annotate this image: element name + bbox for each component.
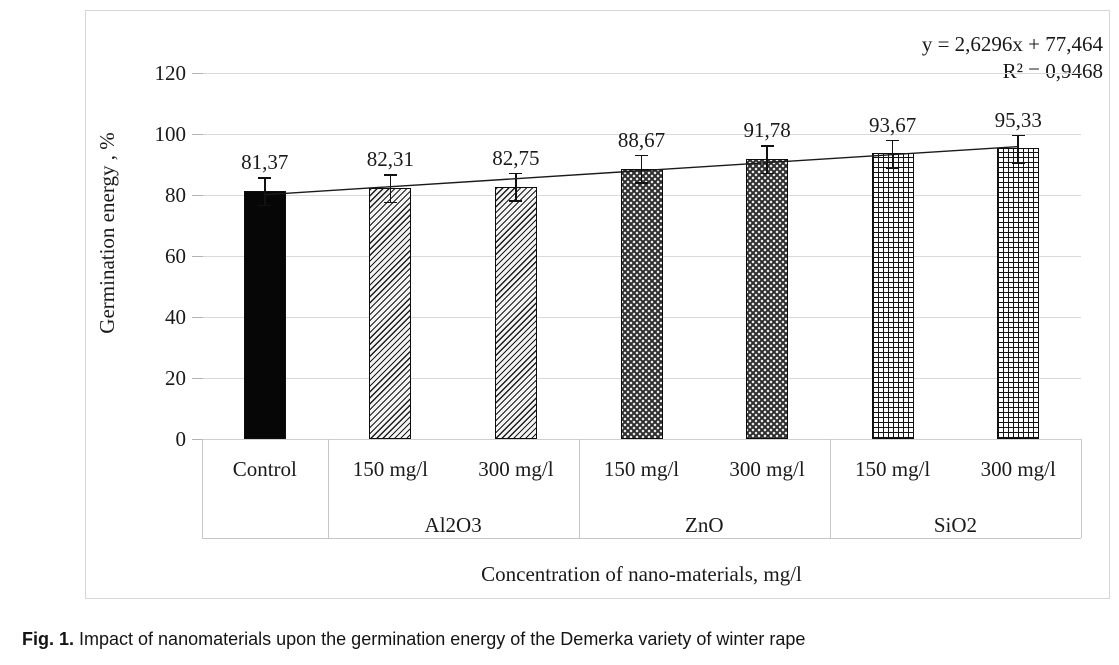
bar-value-label: 82,75 [492, 145, 540, 170]
trendline-equation: y = 2,6296x + 77,464 R² = 0,9468 [922, 31, 1103, 85]
chart-figure: y = 2,6296x + 77,464 R² = 0,9468 Germina… [85, 10, 1110, 599]
y-axis-tick [192, 378, 203, 379]
x-group-label: SiO2 [933, 513, 978, 537]
trendline-equation-line: y = 2,6296x + 77,464 [921, 32, 1103, 56]
table-divider [327, 439, 329, 538]
bar-value-label: 95,33 [994, 107, 1042, 132]
error-bar [1017, 134, 1019, 162]
x-group-label: Al2O3 [424, 513, 482, 537]
x-axis-title: Concentration of nano-materials, mg/l [481, 562, 802, 586]
error-bar [389, 174, 392, 202]
error-bar-cap-top [886, 139, 900, 142]
error-bar-cap-top [635, 154, 648, 157]
error-bar [766, 145, 768, 173]
y-axis-tick [192, 317, 203, 318]
gridline [202, 73, 1081, 74]
bar-value-label: 81,37 [241, 150, 289, 175]
trendline [264, 145, 1019, 196]
bar-150-mg-l-1 [369, 187, 412, 439]
error-bar-cap-bottom [886, 167, 900, 169]
error-bar [263, 177, 266, 205]
error-bar [515, 172, 517, 201]
y-tick-label: 100 [154, 122, 187, 146]
y-axis-tick [192, 195, 203, 196]
error-bar-cap-top [509, 172, 523, 175]
bar-300-mg-l-2 [494, 186, 537, 439]
bar-control-0 [243, 190, 286, 439]
y-axis-title: Germination energy , % [95, 132, 119, 334]
y-tick-label: 120 [154, 61, 187, 85]
y-tick-label: 0 [175, 427, 187, 451]
x-category-label: 150 mg/l [352, 457, 428, 481]
error-bar-cap-bottom [635, 182, 648, 184]
table-divider [578, 439, 580, 538]
trendline-r-squared: R² = 0,9468 [1002, 59, 1103, 83]
error-bar-cap-top [383, 174, 397, 176]
gridline [202, 134, 1081, 135]
bar-150-mg-l-5 [871, 153, 914, 439]
figure-caption-text: Impact of nanomaterials upon the germina… [74, 629, 806, 649]
error-bar-cap-top [760, 145, 774, 147]
table-bottom-border [202, 538, 1081, 539]
error-bar-cap-bottom [509, 200, 523, 202]
error-bar [891, 139, 894, 168]
axis-baseline [202, 439, 1081, 440]
x-category-label: 300 mg/l [980, 457, 1056, 481]
bar-value-label: 93,67 [869, 112, 917, 137]
x-category-label: 150 mg/l [603, 457, 680, 481]
error-bar-cap-bottom [383, 201, 397, 204]
bar-150-mg-l-3 [620, 168, 663, 439]
error-bar-cap-top [1011, 134, 1025, 137]
y-axis-tick [192, 256, 203, 257]
error-bar-cap-bottom [1011, 161, 1025, 164]
bar-value-label: 82,31 [366, 147, 414, 172]
error-bar-cap-top [258, 177, 272, 179]
bar-300-mg-l-4 [746, 159, 789, 439]
table-divider [202, 439, 203, 538]
x-group-label: ZnO [685, 513, 724, 537]
y-tick-label: 40 [165, 305, 186, 329]
error-bar [640, 154, 643, 183]
x-category-label: 300 mg/l [478, 457, 554, 481]
y-axis-tick [192, 134, 203, 135]
y-axis-tick [192, 73, 203, 74]
error-bar-cap-bottom [258, 204, 272, 207]
error-bar-cap-bottom [760, 172, 774, 175]
x-category-label: Control [232, 457, 297, 481]
bar-300-mg-l-6 [997, 148, 1040, 439]
x-category-label: 300 mg/l [729, 457, 805, 481]
y-axis-tick [192, 439, 203, 440]
y-tick-label: 80 [165, 183, 186, 207]
table-divider [1081, 439, 1082, 538]
x-category-label: 150 mg/l [855, 457, 931, 481]
bar-value-label: 88,67 [617, 127, 666, 152]
y-tick-label: 20 [165, 366, 186, 390]
bar-value-label: 91,78 [743, 118, 791, 143]
figure-caption: Fig. 1. Impact of nanomaterials upon the… [22, 629, 805, 650]
table-divider [829, 439, 831, 538]
figure-caption-number: Fig. 1. [22, 629, 75, 649]
y-tick-label: 60 [165, 244, 186, 268]
